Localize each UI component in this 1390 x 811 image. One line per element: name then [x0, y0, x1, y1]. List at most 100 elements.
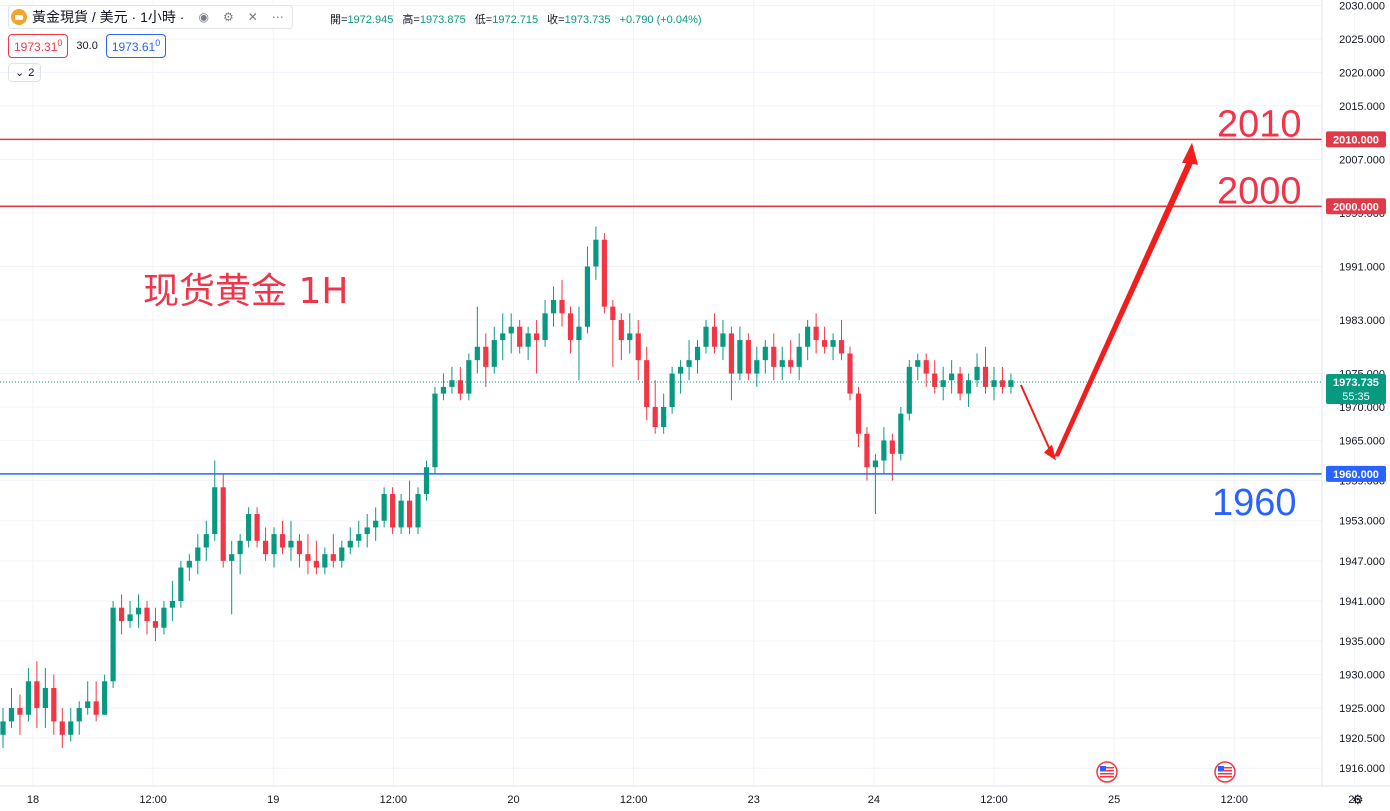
candle-body — [771, 346, 777, 367]
candle-body — [169, 600, 175, 608]
candle-body — [635, 333, 641, 361]
price-tick-label: 1991.000 — [1339, 261, 1385, 273]
candle-body — [296, 540, 303, 555]
candle — [483, 333, 489, 387]
candle — [618, 313, 624, 361]
us-flag-event-icon — [1214, 761, 1236, 783]
candle-body — [906, 366, 912, 414]
candle-body — [534, 333, 540, 341]
price-tick-label: 1930.000 — [1339, 670, 1385, 682]
candle-body — [457, 380, 463, 394]
time-tick-label: 12:00 — [380, 794, 408, 806]
candle — [567, 306, 574, 354]
candle — [965, 373, 972, 407]
candle — [305, 534, 311, 575]
candle-body — [644, 360, 650, 407]
candle-body — [76, 708, 82, 722]
more-icon[interactable]: ⋯ — [271, 10, 284, 24]
candle — [847, 346, 853, 401]
candle-body — [542, 313, 548, 341]
level-price-label: 2000.000 — [1333, 201, 1379, 213]
candle-body — [390, 493, 396, 528]
price-tick-label: 1983.000 — [1339, 315, 1385, 327]
candle-body — [220, 487, 226, 561]
candle — [440, 373, 447, 401]
candle-body — [686, 360, 692, 367]
candle-body — [305, 554, 311, 561]
arrow-up-line — [1054, 156, 1195, 457]
flag-canton — [1218, 766, 1224, 771]
candle — [42, 667, 48, 729]
candle-body — [449, 380, 455, 387]
level-annotation: 1960 — [1212, 482, 1297, 524]
eye-icon[interactable]: ◉ — [198, 10, 209, 24]
candle-body — [229, 554, 235, 561]
candle — [313, 540, 319, 575]
candle-body — [694, 346, 701, 361]
candle — [813, 313, 819, 354]
sell-button[interactable]: 1973.310 — [8, 34, 69, 58]
candle-body — [313, 560, 319, 568]
settings-icon[interactable]: ⚙ — [222, 10, 234, 24]
candle — [872, 453, 879, 515]
flag-canton — [1100, 766, 1106, 771]
candle-body — [347, 540, 353, 548]
candle-body — [381, 493, 387, 521]
candle-body — [567, 313, 574, 341]
time-axis[interactable]: 1812:001912:002012:00232412:002512:00261… — [0, 785, 1390, 806]
indicators-toggle[interactable]: ⌄ 2 — [8, 63, 42, 82]
symbol-title[interactable]: 黃金現貨 / 美元 · 1小時 · — [32, 9, 185, 25]
candle — [110, 600, 116, 688]
candle-body — [745, 340, 751, 374]
candle — [982, 346, 989, 394]
candle — [491, 326, 497, 374]
candle — [152, 607, 159, 642]
candle — [178, 560, 184, 608]
candle — [118, 594, 125, 635]
candle — [754, 346, 760, 387]
candle — [898, 406, 904, 461]
candle — [347, 527, 353, 555]
candle — [593, 226, 599, 280]
price-tick-label: 1925.000 — [1339, 703, 1385, 715]
candle — [669, 366, 675, 414]
candle — [974, 353, 980, 387]
buy-button[interactable]: 1973.610 — [105, 34, 167, 58]
candle-body — [652, 406, 658, 428]
candle — [59, 708, 65, 749]
candle — [500, 313, 506, 361]
candle-body — [559, 299, 565, 314]
chart-settings-icon[interactable]: ⚙ — [1352, 792, 1364, 807]
close-icon[interactable]: ✕ — [247, 10, 258, 24]
candle — [68, 708, 74, 742]
price-tick-label: 1947.000 — [1339, 556, 1385, 568]
candle — [195, 534, 201, 575]
candle — [694, 340, 701, 374]
candle-body — [669, 373, 675, 407]
chart-grid — [0, 0, 1355, 786]
price-axis[interactable]: 1916.000 1920.500 1925.000 1930.000 1935.000… — [1321, 0, 1386, 786]
candle-body — [508, 326, 514, 334]
price-tick-label: 2015.000 — [1339, 101, 1385, 113]
candle-body — [330, 554, 336, 561]
candle — [339, 540, 345, 568]
candle — [474, 306, 480, 374]
candle-body — [406, 500, 413, 528]
candle-body — [864, 433, 870, 468]
candle — [169, 580, 175, 622]
candle-body — [246, 514, 252, 541]
candle — [559, 279, 565, 327]
symbol-selector[interactable]: 黃金現貨 / 美元 · 1小時 · ◉ ⚙ ✕ ⋯ — [8, 5, 293, 29]
candle — [949, 360, 955, 394]
candle — [135, 594, 142, 628]
price-tick-label: 2020.000 — [1339, 67, 1385, 79]
last-price-label: 1973.735 — [1333, 377, 1379, 389]
candle — [449, 366, 455, 394]
candle-body — [0, 721, 6, 735]
candle-body — [195, 547, 201, 561]
chart-title: 现货黄金 1H — [143, 271, 348, 312]
drawings: 2010 2000 1960 现货黄金 1H — [143, 103, 1302, 783]
low-value: 1972.715 — [492, 14, 539, 26]
price-tick-label: 2025.000 — [1339, 34, 1385, 46]
